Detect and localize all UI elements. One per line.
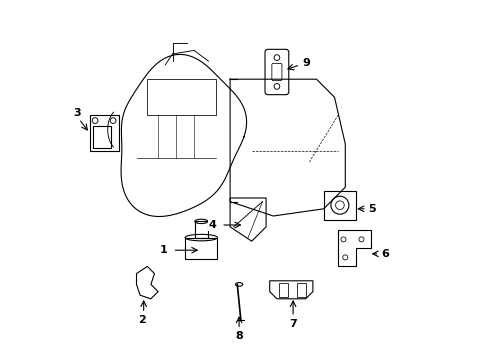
Text: 1: 1 [159, 245, 167, 255]
Text: 2: 2 [138, 315, 145, 325]
Text: 5: 5 [368, 204, 375, 214]
Text: 9: 9 [302, 58, 310, 68]
Text: 7: 7 [288, 319, 296, 329]
Text: 4: 4 [208, 220, 216, 230]
Text: 8: 8 [235, 330, 243, 341]
Text: 6: 6 [380, 249, 388, 259]
Text: 3: 3 [73, 108, 81, 118]
